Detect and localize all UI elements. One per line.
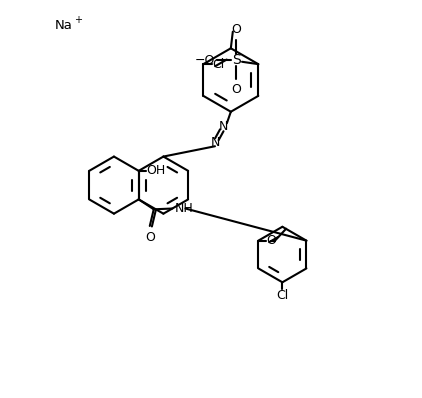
Text: Na: Na (54, 19, 72, 31)
Text: O: O (145, 231, 155, 244)
Text: +: + (74, 15, 82, 25)
Text: Cl: Cl (276, 289, 289, 302)
Text: NH: NH (174, 202, 193, 215)
Text: O: O (232, 23, 241, 36)
Text: N: N (219, 120, 228, 133)
Text: N: N (210, 136, 220, 149)
Text: O: O (232, 83, 241, 96)
Text: O: O (266, 234, 276, 247)
Text: Cl: Cl (212, 58, 225, 71)
Text: −O: −O (195, 54, 215, 67)
Text: S: S (232, 53, 241, 67)
Text: OH: OH (146, 164, 165, 178)
